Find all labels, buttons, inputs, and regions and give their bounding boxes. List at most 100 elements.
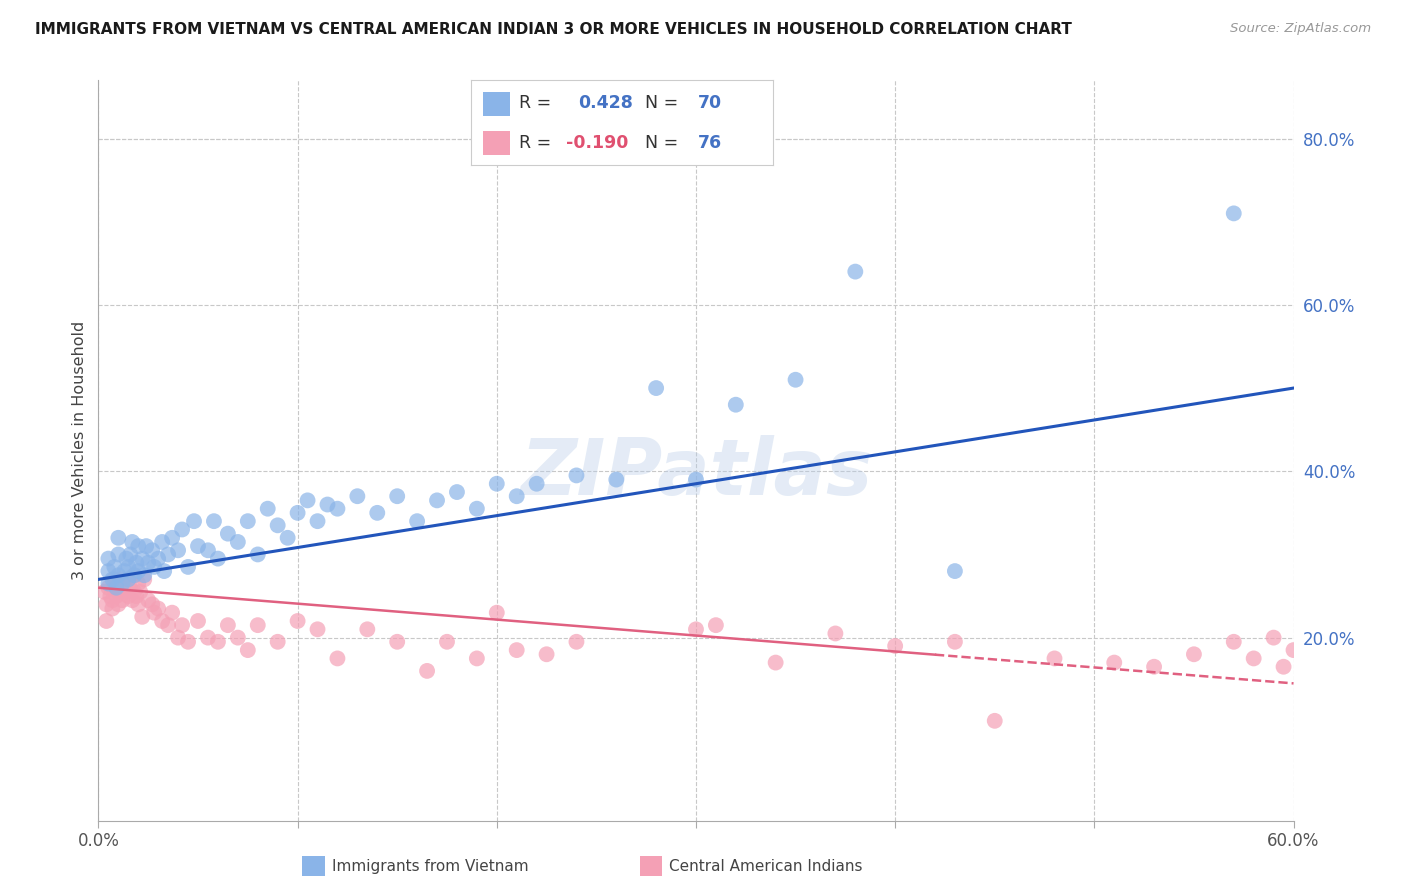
Point [346, 489, 368, 503]
Point [356, 623, 378, 637]
Point [943, 634, 966, 648]
Point [96, 614, 118, 628]
Text: IMMIGRANTS FROM VIETNAM VS CENTRAL AMERICAN INDIAN 3 OR MORE VEHICLES IN HOUSEHO: IMMIGRANTS FROM VIETNAM VS CENTRAL AMERI… [35, 22, 1071, 37]
Point [187, 614, 209, 628]
Point [148, 551, 170, 566]
Point [197, 543, 219, 558]
Point [685, 473, 707, 487]
Y-axis label: 3 or more Vehicles in Household: 3 or more Vehicles in Household [72, 321, 87, 580]
Point [125, 556, 148, 570]
Point [96, 598, 118, 612]
Point [1223, 634, 1246, 648]
Point [785, 373, 807, 387]
Point [1104, 656, 1126, 670]
Point [485, 476, 508, 491]
Point [124, 568, 146, 582]
Point [117, 589, 139, 603]
Point [160, 606, 183, 620]
Point [107, 598, 129, 612]
Point [1223, 206, 1246, 220]
Point [141, 598, 163, 612]
Point [287, 614, 309, 628]
Text: R =: R = [519, 94, 562, 112]
Point [177, 634, 200, 648]
Text: R =: R = [519, 134, 557, 152]
Point [1182, 647, 1205, 661]
Point [167, 543, 190, 558]
Point [267, 518, 290, 533]
Point [131, 610, 153, 624]
Point [115, 551, 138, 566]
Point [307, 623, 329, 637]
Point [150, 614, 173, 628]
Point [134, 573, 156, 587]
Point [207, 551, 229, 566]
Point [704, 618, 727, 632]
Point [105, 581, 128, 595]
Point [107, 568, 129, 582]
Point [236, 514, 259, 528]
Point [824, 626, 846, 640]
Point [226, 535, 249, 549]
Point [226, 631, 249, 645]
Point [1143, 659, 1166, 673]
Text: N =: N = [645, 94, 683, 112]
Point [246, 618, 269, 632]
Text: N =: N = [645, 134, 683, 152]
Point [943, 564, 966, 578]
Point [97, 581, 120, 595]
Point [111, 576, 134, 591]
Point [110, 573, 132, 587]
Point [426, 493, 449, 508]
Point [256, 501, 278, 516]
Point [153, 564, 176, 578]
Point [141, 543, 163, 558]
Point [117, 573, 139, 587]
Text: Source: ZipAtlas.com: Source: ZipAtlas.com [1230, 22, 1371, 36]
Point [103, 573, 125, 587]
Point [117, 573, 139, 587]
Point [112, 576, 135, 591]
Point [172, 523, 194, 537]
Point [183, 514, 205, 528]
Point [124, 568, 146, 582]
Point [157, 618, 180, 632]
Point [326, 501, 349, 516]
Point [101, 601, 124, 615]
Point [143, 560, 166, 574]
Point [1043, 651, 1066, 665]
Point [217, 526, 239, 541]
FancyBboxPatch shape [484, 131, 510, 155]
Point [98, 589, 122, 603]
Point [884, 639, 907, 653]
Point [127, 539, 149, 553]
Point [645, 381, 668, 395]
Point [246, 548, 269, 562]
Point [120, 581, 142, 595]
Point [526, 476, 548, 491]
Point [112, 564, 135, 578]
Point [107, 548, 129, 562]
Point [506, 643, 529, 657]
Point [136, 556, 159, 570]
Point [436, 634, 458, 648]
Point [506, 489, 529, 503]
Point [93, 585, 115, 599]
Point [101, 593, 124, 607]
Point [125, 589, 148, 603]
Point [167, 631, 190, 645]
Point [107, 585, 129, 599]
Point [160, 531, 183, 545]
Point [984, 714, 1007, 728]
Point [217, 618, 239, 632]
Point [129, 585, 152, 599]
Text: -0.190: -0.190 [567, 134, 628, 152]
Point [236, 643, 259, 657]
Text: Central American Indians: Central American Indians [669, 859, 863, 873]
Point [485, 606, 508, 620]
Point [385, 634, 409, 648]
Point [267, 634, 290, 648]
Point [1263, 631, 1285, 645]
Point [127, 576, 149, 591]
Point [316, 498, 339, 512]
